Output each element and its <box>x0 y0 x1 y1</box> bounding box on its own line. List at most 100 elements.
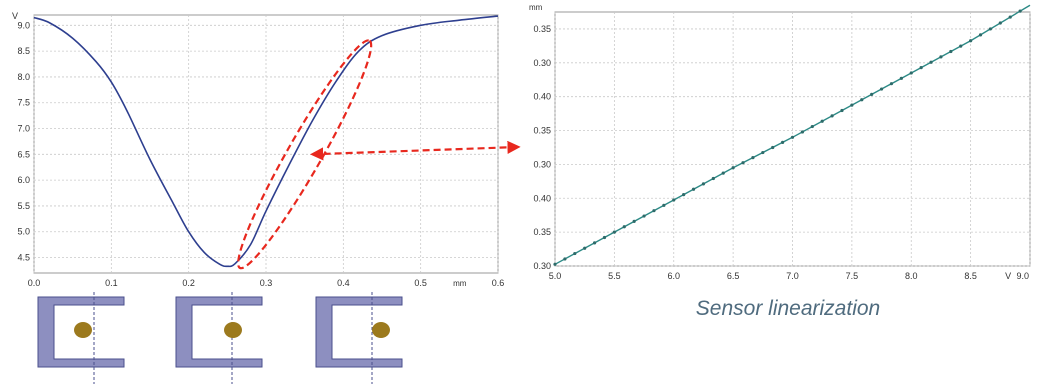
target-object <box>224 322 242 338</box>
right-y-axis-label: mm <box>529 3 543 12</box>
mapping-arrow <box>310 140 521 161</box>
left-y-tick-label: 8.5 <box>17 46 30 56</box>
right-series-point <box>602 235 607 240</box>
target-object <box>74 322 92 338</box>
target-object <box>372 322 390 338</box>
right-series-point <box>909 71 913 75</box>
right-y-tick-label: 0.35 <box>533 126 551 136</box>
right-series-point <box>682 192 686 197</box>
right-series-point <box>899 76 903 80</box>
left-x-tick-label: 0.1 <box>105 278 118 288</box>
right-series-point <box>889 82 894 86</box>
right-series-point <box>691 187 696 191</box>
right-series-point <box>662 203 666 207</box>
right-series-point <box>612 230 616 234</box>
left-y-tick-label: 7.0 <box>17 124 30 134</box>
right-plot-frame <box>554 11 1031 267</box>
right-series-point <box>988 27 993 31</box>
right-x-tick-label: 8.0 <box>905 271 918 281</box>
left-chart: 0.0 0.1 0.2 0.3 0.4 0.5 0.6 4.5 5.0 5.5 6.0 6.5 7.0 7… <box>12 11 504 288</box>
sensor-diagrams <box>37 292 403 384</box>
left-series-line <box>33 15 499 268</box>
left-x-tick-label: 0.3 <box>260 278 273 288</box>
right-series-point <box>959 44 963 48</box>
sensor-diagram <box>315 292 403 384</box>
right-x-tick-label: 5.0 <box>549 271 562 281</box>
right-series-point <box>1018 9 1022 13</box>
right-x-tick-label: 5.5 <box>608 271 621 281</box>
left-x-tick-label: 0.6 <box>492 278 505 288</box>
right-series-point <box>553 262 557 266</box>
right-series-point <box>1008 15 1012 19</box>
right-series-point <box>731 166 735 170</box>
right-series-point <box>672 198 676 202</box>
left-y-tick-label: 5.0 <box>17 227 30 237</box>
right-series-point <box>771 145 775 150</box>
left-y-tick-label: 5.5 <box>17 201 30 211</box>
right-y-tick-label: 0.30 <box>533 261 551 271</box>
right-series-point <box>820 119 824 123</box>
right-series-point <box>573 251 577 256</box>
right-series-point <box>810 124 814 129</box>
right-series-point <box>949 49 953 54</box>
right-series-point <box>622 225 626 229</box>
right-series-point <box>978 33 983 37</box>
right-series-point <box>800 130 804 134</box>
right-x-tick-label: 8.5 <box>964 271 977 281</box>
left-x-tick-label: 0.4 <box>337 278 350 288</box>
right-y-tick-label: 0.40 <box>533 193 551 203</box>
left-x-tick-label: 0.0 <box>28 278 41 288</box>
right-series-point <box>721 171 725 175</box>
right-y-tick-label: 0.40 <box>533 92 551 102</box>
left-x-tick-label: 0.5 <box>414 278 427 288</box>
sensor-body <box>37 296 125 368</box>
right-series-point <box>840 108 844 113</box>
right-series-point <box>652 209 656 213</box>
left-x-axis-label: mm <box>453 279 467 288</box>
left-x-tick-label: 0.2 <box>182 278 195 288</box>
right-series-point <box>781 140 785 144</box>
right-y-tick-label: 0.35 <box>533 24 551 34</box>
sensor-diagram <box>175 292 263 384</box>
right-y-tick-label: 0.30 <box>533 159 551 169</box>
right-x-tick-label: 7.0 <box>786 271 799 281</box>
right-chart: 5.0 5.5 6.0 6.5 7.0 7.5 8.0 8.5 9.0 0.35 0.30 0.40 0… <box>529 3 1031 281</box>
left-y-tick-label: 7.5 <box>17 98 30 108</box>
right-x-tick-label: 6.0 <box>667 271 680 281</box>
right-x-tick-label: 7.5 <box>846 271 859 281</box>
right-series-point <box>642 214 646 218</box>
right-x-axis-label: V <box>1005 271 1011 281</box>
sensor-body <box>315 296 403 368</box>
right-y-tick-label: 0.30 <box>533 58 551 68</box>
right-series-point <box>850 103 854 107</box>
right-series-point <box>870 92 874 97</box>
right-series-point <box>919 65 923 70</box>
right-y-tick-label: 0.35 <box>533 227 551 237</box>
right-series-point <box>879 87 884 91</box>
sensor-body <box>175 296 263 368</box>
left-y-tick-label: 6.0 <box>17 175 30 185</box>
left-y-tick-label: 4.5 <box>17 253 30 263</box>
left-y-tick-label: 6.5 <box>17 149 30 159</box>
right-x-tick-label: 9.0 <box>1016 271 1029 281</box>
right-series-point <box>632 219 636 224</box>
right-series-point <box>592 241 597 245</box>
right-series-point <box>860 98 864 102</box>
right-series-point <box>761 150 765 155</box>
right-series-point <box>751 156 755 160</box>
right-series-point <box>741 161 745 165</box>
right-series-point <box>790 135 795 139</box>
right-series-point <box>830 114 834 118</box>
left-y-tick-label: 8.0 <box>17 72 30 82</box>
right-x-tick-label: 6.5 <box>727 271 740 281</box>
right-series-point <box>939 55 943 59</box>
right-series-point <box>929 60 933 64</box>
annotation-layer <box>310 140 521 161</box>
right-series-point <box>969 39 973 43</box>
right-series-point <box>711 176 715 181</box>
caption: Sensor linearization <box>695 297 881 320</box>
left-y-tick-label: 9.0 <box>17 20 30 30</box>
right-series-point <box>701 182 706 186</box>
